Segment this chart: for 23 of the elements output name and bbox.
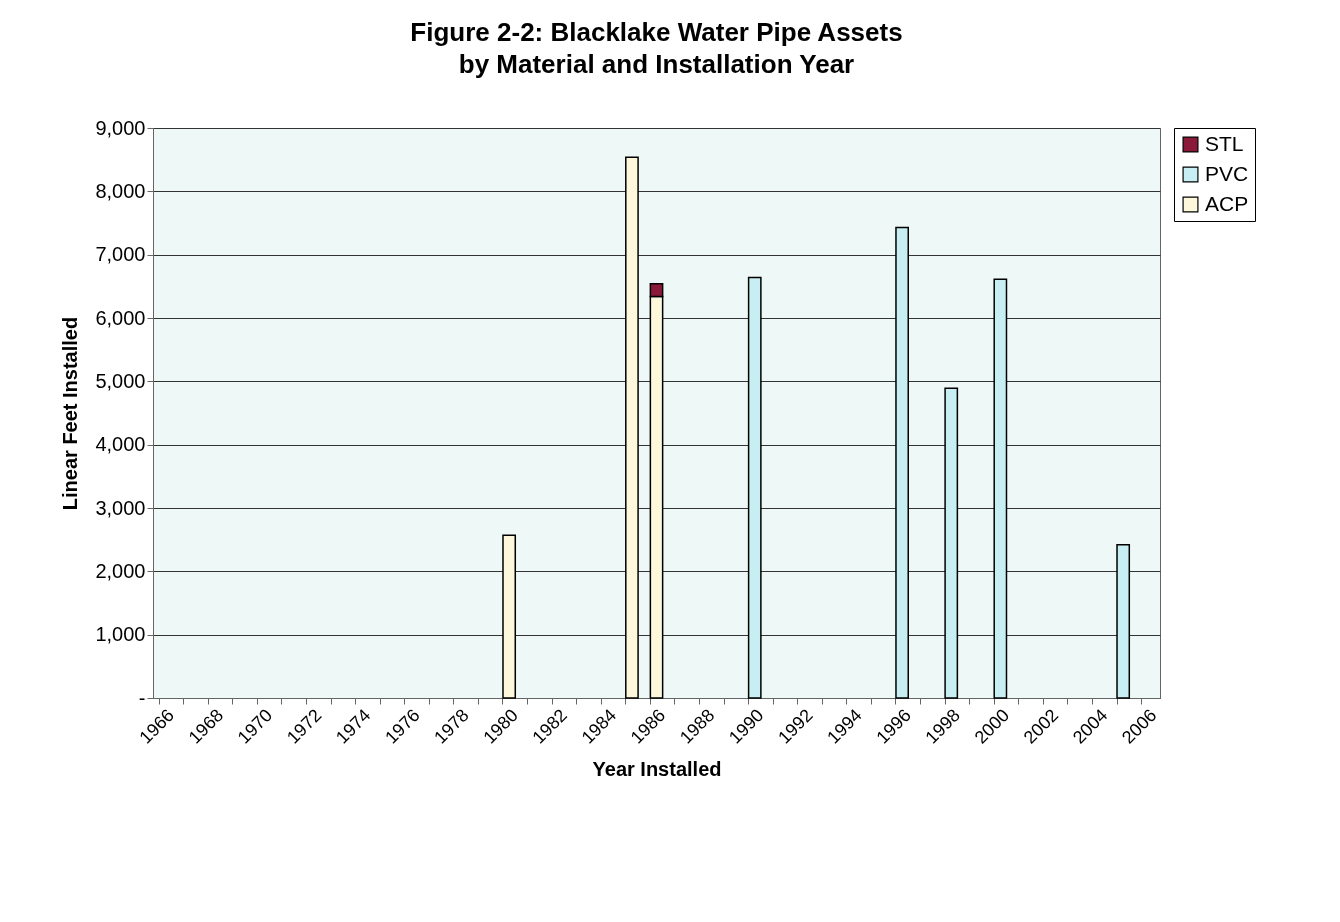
y-tick-label: 5,000 (95, 369, 146, 392)
y-tick-label: 3,000 (95, 496, 146, 519)
y-tick-label: 2,000 (95, 559, 146, 582)
chart-title: Figure 2-2: Blacklake Water Pipe Assets by Material and Installation Year (410, 17, 903, 79)
legend-label: PVC (1205, 161, 1249, 185)
y-tick-label: 6,000 (95, 306, 146, 329)
y-tick-label: - (138, 686, 146, 709)
y-tick-label: 4,000 (95, 433, 146, 456)
bar (502, 534, 517, 699)
bar (747, 276, 762, 699)
legend-label: STL (1205, 131, 1244, 155)
bar (625, 156, 639, 699)
bar (895, 226, 909, 699)
legend-label: ACP (1205, 191, 1249, 215)
bar (1116, 543, 1131, 699)
y-tick-label: 1,000 (95, 623, 146, 646)
bar (993, 278, 1008, 699)
bar (944, 387, 959, 699)
y-axis-title: Linear Feet Installed (59, 316, 82, 511)
y-tick-label: 8,000 (95, 179, 146, 202)
x-axis-title: Year Installed (592, 757, 722, 780)
y-tick-label: 9,000 (95, 116, 146, 139)
y-tick-label: 7,000 (95, 243, 146, 266)
